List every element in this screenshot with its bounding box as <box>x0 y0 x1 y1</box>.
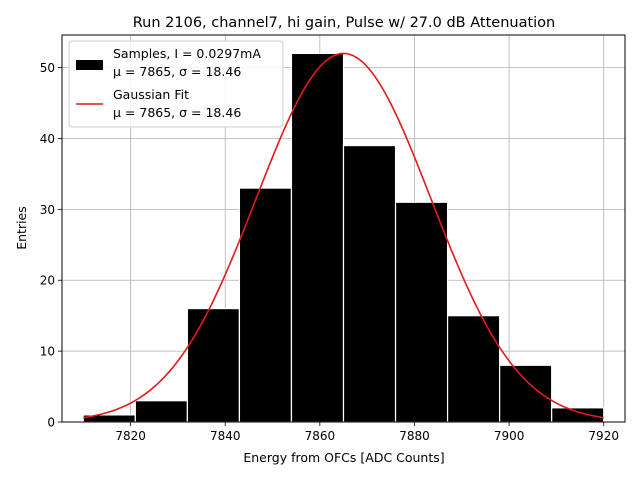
legend-samples-sigma: σ = 18.46 <box>179 64 241 79</box>
y-axis-label: Entries <box>14 206 29 250</box>
x-tick-label: 7840 <box>210 429 241 443</box>
chart-title: Run 2106, channel7, hi gain, Pulse w/ 27… <box>133 15 556 31</box>
x-tick-label: 7900 <box>494 429 525 443</box>
histogram-bars <box>82 52 605 423</box>
x-tick-label: 7860 <box>305 429 336 443</box>
x-tick-label: 7820 <box>115 429 146 443</box>
y-tick-label: 40 <box>40 132 55 146</box>
histogram-bar <box>134 400 188 423</box>
y-axis-ticks: 0 10 20 30 40 50 <box>40 61 62 430</box>
legend-samples-stats: μ = 7865, σ = 18.46 <box>113 64 241 79</box>
histogram-bar <box>186 307 241 423</box>
x-axis-label: Energy from OFCs [ADC Counts] <box>243 450 444 465</box>
histogram-bar <box>394 201 449 423</box>
y-tick-label: 30 <box>40 203 55 217</box>
y-tick-label: 0 <box>47 416 55 430</box>
legend-samples-mu: μ = 7865, <box>113 64 179 79</box>
legend-fit-label: Gaussian Fit <box>113 87 189 102</box>
gaussian-fit-curve <box>83 52 604 419</box>
x-tick-label: 7880 <box>399 429 430 443</box>
plot-frame <box>61 34 626 423</box>
histogram-bar <box>499 364 553 423</box>
legend: Samples, I = 0.0297mA μ = 7865, σ = 18.4… <box>68 40 284 128</box>
legend-samples-label: Samples, I = 0.0297mA <box>113 46 261 61</box>
legend-fit-sigma: σ = 18.46 <box>179 105 241 120</box>
gaussian-fit-layer <box>83 52 604 419</box>
histogram-bar <box>551 407 605 423</box>
y-tick-label: 50 <box>40 61 55 75</box>
legend-fit-stats: μ = 7865, σ = 18.46 <box>113 105 241 120</box>
histogram-bar <box>446 315 501 423</box>
x-axis-ticks: 7820 7840 7860 7880 7900 7920 <box>115 422 619 443</box>
histogram-bar <box>238 187 293 423</box>
y-tick-label: 10 <box>40 345 55 359</box>
legend-frame <box>68 40 284 128</box>
histogram-bar <box>342 144 397 423</box>
legend-fit-mu: μ = 7865, <box>113 105 179 120</box>
histogram-bar <box>290 52 345 423</box>
x-tick-label: 7920 <box>588 429 619 443</box>
legend-samples-swatch <box>76 60 103 70</box>
y-tick-label: 20 <box>40 274 55 288</box>
